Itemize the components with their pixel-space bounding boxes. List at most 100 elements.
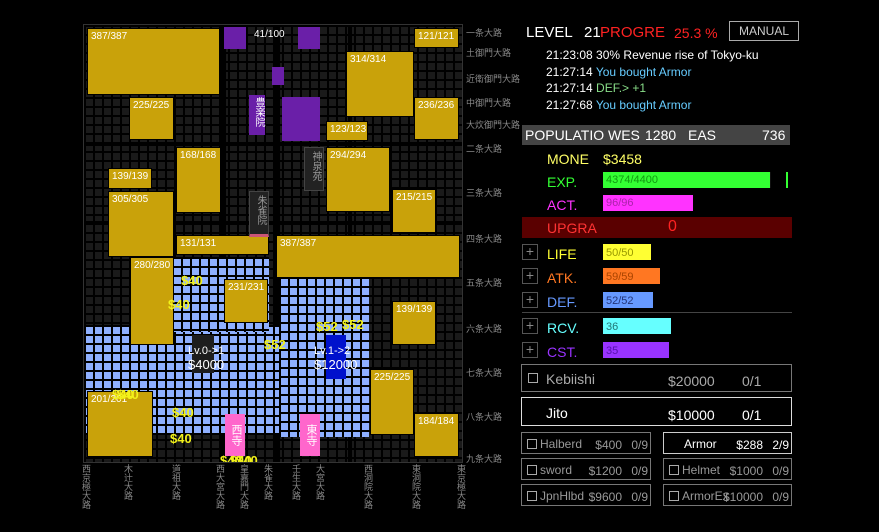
shop-item-name: Helmet xyxy=(682,463,721,477)
road-label: 朱雀大路 xyxy=(263,464,273,500)
road-label: 七条大路 xyxy=(466,368,503,378)
road-label: 西京極大路 xyxy=(81,464,91,509)
hire-name: Kebiishi xyxy=(546,371,596,387)
palace-block[interactable]: 41/100 xyxy=(226,27,318,41)
hokoku-in-temple[interactable]: 豊楽院 xyxy=(249,95,265,135)
district-block[interactable]: 201/201 xyxy=(87,391,153,457)
suzaku-in-label: 朱雀院 xyxy=(255,195,266,225)
district-block[interactable]: 294/294 xyxy=(326,147,390,212)
act-bar xyxy=(603,195,693,211)
district-block[interactable]: 123/123 xyxy=(326,121,368,141)
shinsen-en[interactable]: 神泉苑 xyxy=(304,147,324,191)
life-plus-button[interactable]: + xyxy=(522,244,538,260)
level-up-tag[interactable]: Lv.1->2 $12000 xyxy=(314,345,357,373)
district-block[interactable]: 168/168 xyxy=(176,147,221,213)
life-label: LIFE xyxy=(547,246,577,262)
rcv-bar xyxy=(603,318,671,334)
life-bar xyxy=(603,244,651,260)
shop-item-armor[interactable]: Armor $288 2/9 xyxy=(663,432,792,454)
district-block[interactable]: 121/121 xyxy=(414,28,459,48)
revenue-popup: $40 xyxy=(230,453,252,463)
def-value: 52/52 xyxy=(606,295,634,307)
hire-jito-card[interactable]: Jito $10000 0/1 xyxy=(521,397,792,426)
level-label: LEVEL xyxy=(526,24,573,41)
road-label: 中御門大路 xyxy=(466,98,512,108)
road-label: 土御門大路 xyxy=(466,48,512,58)
atk-plus-button[interactable]: + xyxy=(522,268,538,284)
district-block[interactable]: 231/231 xyxy=(224,279,268,323)
def-plus-button[interactable]: + xyxy=(522,292,538,308)
block-capacity: 121/121 xyxy=(418,31,455,42)
district-block[interactable]: 236/236 xyxy=(414,97,459,140)
log-entry: 21:27:68 You bought Armor xyxy=(546,98,691,112)
road-label: 八条大路 xyxy=(466,412,503,422)
block-capacity: 387/387 xyxy=(280,238,317,249)
exp-value: 4374/4400 xyxy=(606,174,658,186)
road-label: 九条大路 xyxy=(466,454,503,464)
district-block[interactable]: 215/215 xyxy=(392,189,436,233)
block-capacity: 225/225 xyxy=(133,100,170,111)
road-label: 道祖大路 xyxy=(171,464,181,500)
palace-building xyxy=(282,97,320,141)
revenue-popup: $40 xyxy=(172,405,194,420)
upgrade-site[interactable] xyxy=(192,335,214,373)
shop-item-price: $10000 xyxy=(722,490,763,504)
upgrade-points: 0 xyxy=(668,218,677,235)
shop-item-count: 0/9 xyxy=(631,490,648,504)
level-value: 21 xyxy=(584,24,601,41)
block-capacity: 201/201 xyxy=(91,394,128,405)
def-label: DEF. xyxy=(547,294,578,310)
east-temple[interactable]: 東寺 xyxy=(300,414,320,456)
block-capacity: 131/131 xyxy=(180,238,217,249)
lock-icon xyxy=(669,491,679,501)
rcv-plus-button[interactable]: + xyxy=(522,318,538,334)
district-block[interactable]: 387/387 xyxy=(87,28,220,95)
block-capacity: 168/168 xyxy=(180,150,217,161)
revenue-popup: $40 xyxy=(220,453,242,463)
revenue-popup: $40 xyxy=(236,453,258,463)
shop-item-sword[interactable]: sword $1200 0/9 xyxy=(521,458,651,480)
population-label: POPULATIO xyxy=(525,127,605,143)
district-block[interactable]: 139/139 xyxy=(108,168,152,189)
district-block[interactable]: 184/184 xyxy=(414,413,459,457)
suzaku-in[interactable]: 朱雀院 xyxy=(249,191,269,237)
hokoku-in-label: 豊楽院 xyxy=(253,97,264,127)
shop-item-armorex[interactable]: ArmorEx $10000 0/9 xyxy=(663,484,792,506)
block-capacity: 305/305 xyxy=(112,194,149,205)
west-temple[interactable]: 西寺 xyxy=(225,414,245,456)
exp-bar xyxy=(603,172,770,188)
shop-item-name: Halberd xyxy=(540,437,583,451)
district-block[interactable]: 305/305 xyxy=(108,191,174,257)
shop-item-count: 0/9 xyxy=(772,490,789,504)
road-label: 二条大路 xyxy=(466,144,503,154)
level-up-tag[interactable]: Lv.0->1 $4000 xyxy=(188,345,224,373)
shop-item-name: ArmorEx xyxy=(682,489,729,503)
money-value: $3458 xyxy=(603,151,642,167)
upgrade-bar[interactable] xyxy=(522,217,792,238)
west-label: WES xyxy=(608,127,640,143)
city-map[interactable]: 豊楽院 387/387 41/100 121/121 314/314 225/2… xyxy=(83,24,463,463)
log-message: You bought Armor xyxy=(595,97,692,112)
district-block[interactable]: 314/314 xyxy=(346,51,414,117)
shop-item-price: $1200 xyxy=(588,464,622,478)
district-block[interactable]: 387/387 xyxy=(276,235,460,278)
district-block[interactable]: 131/131 xyxy=(176,235,269,255)
def-bar xyxy=(603,292,653,308)
east-temple-label: 東寺 xyxy=(305,424,317,446)
shop-item-price: $288 xyxy=(736,438,763,452)
hire-kebiishi-card[interactable]: Kebiishi $20000 0/1 xyxy=(521,364,792,392)
manual-button[interactable]: MANUAL xyxy=(729,21,799,41)
cst-plus-button[interactable]: + xyxy=(522,342,538,358)
log-entry: 21:27:14 DEF.> +1 xyxy=(546,81,646,95)
district-block[interactable]: 225/225 xyxy=(129,97,174,140)
shop-item-helmet[interactable]: Helmet $1000 0/9 xyxy=(663,458,792,480)
level-up-tag-level: Lv.1->2 xyxy=(314,345,351,357)
district-block[interactable]: 139/139 xyxy=(392,301,436,345)
hire-price: $10000 xyxy=(668,407,715,423)
district-block[interactable]: 225/225 xyxy=(370,369,414,435)
shop-item-halberd[interactable]: Halberd $400 0/9 xyxy=(521,432,651,454)
upgrade-site[interactable] xyxy=(326,335,346,379)
district-block[interactable]: 280/280 xyxy=(130,257,174,345)
log-time: 21:23:08 xyxy=(546,48,597,62)
shop-item-jpnhlbd[interactable]: JpnHlbd $9600 0/9 xyxy=(521,484,651,506)
